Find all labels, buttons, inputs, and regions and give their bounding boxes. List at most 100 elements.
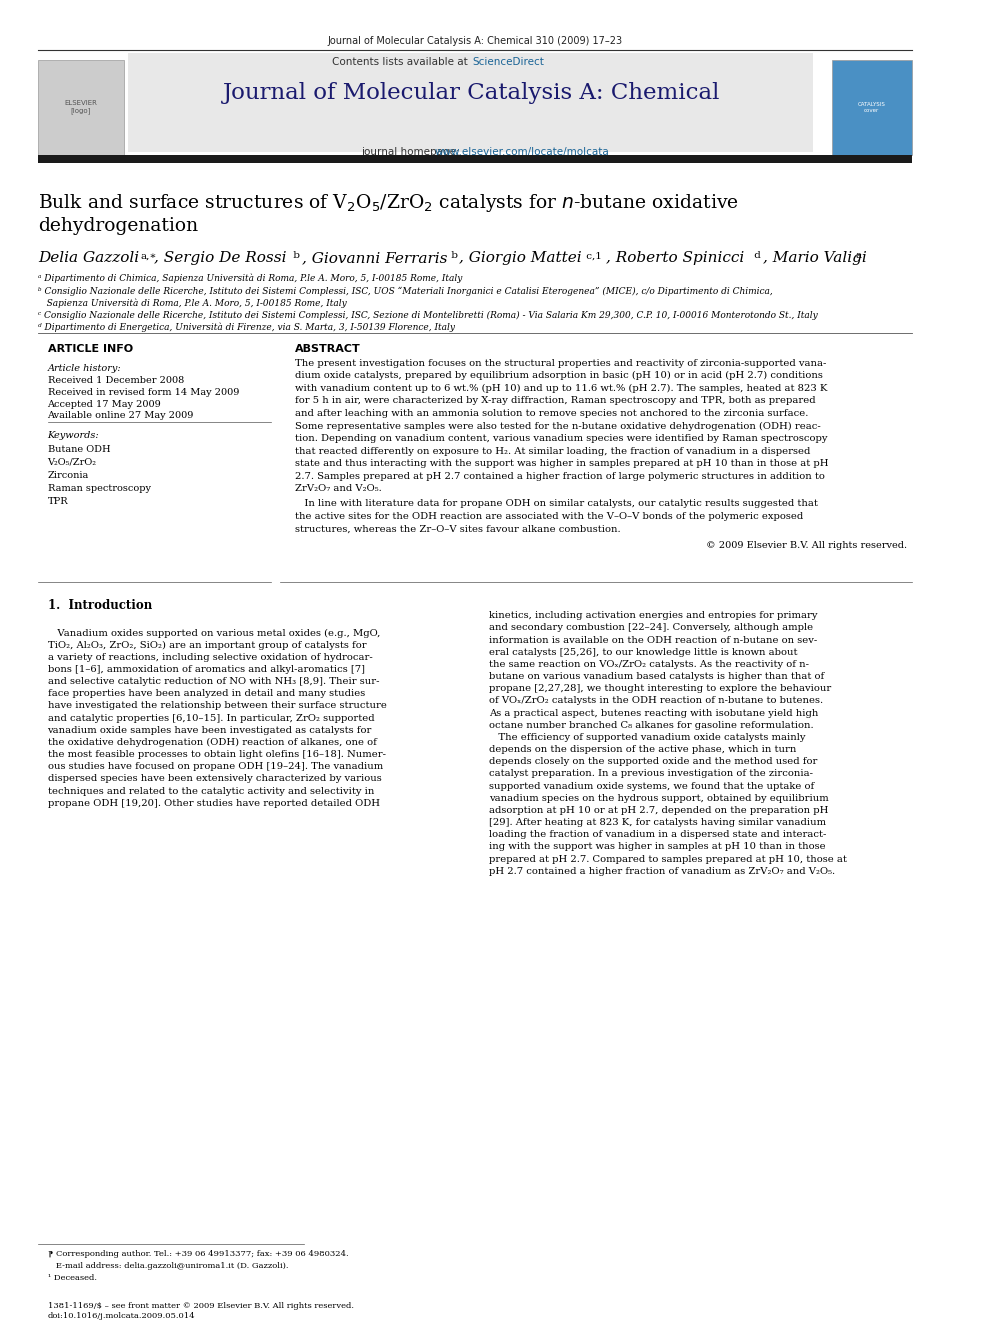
Text: www.elsevier.com/locate/molcata: www.elsevier.com/locate/molcata (434, 147, 609, 157)
Text: TiO₂, Al₂O₃, ZrO₂, SiO₂) are an important group of catalysts for: TiO₂, Al₂O₃, ZrO₂, SiO₂) are an importan… (48, 640, 366, 650)
Text: have investigated the relationship between their surface structure: have investigated the relationship betwe… (48, 701, 387, 710)
Text: dispersed species have been extensively characterized by various: dispersed species have been extensively … (48, 774, 381, 783)
Text: Article history:: Article history: (48, 364, 121, 373)
Text: the oxidative dehydrogenation (ODH) reaction of alkanes, one of: the oxidative dehydrogenation (ODH) reac… (48, 738, 376, 747)
Text: state and thus interacting with the support was higher in samples prepared at pH: state and thus interacting with the supp… (295, 459, 828, 468)
Text: information is available on the ODH reaction of n-butane on sev-: information is available on the ODH reac… (489, 635, 817, 644)
Text: with vanadium content up to 6 wt.% (pH 10) and up to 11.6 wt.% (pH 2.7). The sam: with vanadium content up to 6 wt.% (pH 1… (295, 384, 827, 393)
Text: , Mario Valigi: , Mario Valigi (763, 251, 867, 266)
Text: The present investigation focuses on the structural properties and reactivity of: The present investigation focuses on the… (295, 359, 826, 368)
Text: Journal of Molecular Catalysis A: Chemical: Journal of Molecular Catalysis A: Chemic… (222, 82, 720, 105)
Text: for 5 h in air, were characterized by X-ray diffraction, Raman spectroscopy and : for 5 h in air, were characterized by X-… (295, 396, 815, 405)
Text: loading the fraction of vanadium in a dispersed state and interact-: loading the fraction of vanadium in a di… (489, 831, 826, 839)
Text: Journal of Molecular Catalysis A: Chemical 310 (2009) 17–23: Journal of Molecular Catalysis A: Chemic… (327, 36, 623, 46)
FancyBboxPatch shape (128, 53, 812, 152)
Text: kinetics, including activation energies and entropies for primary: kinetics, including activation energies … (489, 611, 817, 620)
Text: 1381-1169/$ – see front matter © 2009 Elsevier B.V. All rights reserved.: 1381-1169/$ – see front matter © 2009 El… (48, 1302, 353, 1310)
Text: , Roberto Spinicci: , Roberto Spinicci (606, 251, 745, 266)
Text: Zirconia: Zirconia (48, 471, 88, 480)
Text: ᵇ Consiglio Nazionale delle Ricerche, Istituto dei Sistemi Complessi, ISC, UOS “: ᵇ Consiglio Nazionale delle Ricerche, Is… (38, 287, 773, 296)
Text: tion. Depending on vanadium content, various vanadium species were identified by: tion. Depending on vanadium content, var… (295, 434, 827, 443)
FancyBboxPatch shape (38, 60, 124, 155)
Text: Available online 27 May 2009: Available online 27 May 2009 (48, 411, 193, 421)
Text: adsorption at pH 10 or at pH 2.7, depended on the preparation pH: adsorption at pH 10 or at pH 2.7, depend… (489, 806, 828, 815)
FancyBboxPatch shape (831, 60, 913, 155)
Text: ABSTRACT: ABSTRACT (295, 344, 360, 355)
Text: b: b (447, 251, 457, 261)
Text: the same reaction on VOₓ/ZrO₂ catalysts. As the reactivity of n-: the same reaction on VOₓ/ZrO₂ catalysts.… (489, 660, 809, 669)
Text: that reacted differently on exposure to H₂. At similar loading, the fraction of : that reacted differently on exposure to … (295, 446, 809, 455)
Text: CATALYSIS
cover: CATALYSIS cover (857, 102, 886, 112)
Text: b: b (290, 251, 300, 261)
Text: d: d (751, 251, 761, 261)
Text: © 2009 Elsevier B.V. All rights reserved.: © 2009 Elsevier B.V. All rights reserved… (706, 541, 908, 550)
Text: ⁋ Corresponding author. Tel.: +39 06 49913377; fax: +39 06 4980324.: ⁋ Corresponding author. Tel.: +39 06 499… (48, 1250, 348, 1258)
Text: ¹ Deceased.: ¹ Deceased. (48, 1274, 96, 1282)
Text: ScienceDirect: ScienceDirect (472, 57, 545, 67)
Text: a: a (855, 251, 861, 261)
Text: Raman spectroscopy: Raman spectroscopy (48, 484, 151, 493)
Text: ous studies have focused on propane ODH [19–24]. The vanadium: ous studies have focused on propane ODH … (48, 762, 383, 771)
Text: Accepted 17 May 2009: Accepted 17 May 2009 (48, 400, 162, 409)
Text: pH 2.7 contained a higher fraction of vanadium as ZrV₂O₇ and V₂O₅.: pH 2.7 contained a higher fraction of va… (489, 867, 835, 876)
Text: bons [1–6], ammoxidation of aromatics and alkyl-aromatics [7]: bons [1–6], ammoxidation of aromatics an… (48, 665, 364, 673)
Text: Butane ODH: Butane ODH (48, 445, 110, 454)
Text: The efficiency of supported vanadium oxide catalysts mainly: The efficiency of supported vanadium oxi… (489, 733, 806, 742)
Text: Keywords:: Keywords: (48, 431, 99, 441)
Text: V₂O₅/ZrO₂: V₂O₅/ZrO₂ (48, 458, 96, 467)
Text: vanadium species on the hydrous support, obtained by equilibrium: vanadium species on the hydrous support,… (489, 794, 829, 803)
Text: In line with literature data for propane ODH on similar catalysts, our catalytic: In line with literature data for propane… (295, 499, 817, 508)
Text: ᵈ Dipartimento di Energetica, Università di Firenze, via S. Marta, 3, I-50139 Fl: ᵈ Dipartimento di Energetica, Università… (38, 323, 455, 332)
Text: a variety of reactions, including selective oxidation of hydrocar-: a variety of reactions, including select… (48, 652, 372, 662)
Text: the active sites for the ODH reaction are associated with the V–O–V bonds of the: the active sites for the ODH reaction ar… (295, 512, 803, 521)
Text: a,∗: a,∗ (141, 251, 157, 261)
Text: and selective catalytic reduction of NO with NH₃ [8,9]. Their sur-: and selective catalytic reduction of NO … (48, 677, 379, 687)
Text: vanadium oxide samples have been investigated as catalysts for: vanadium oxide samples have been investi… (48, 726, 372, 734)
Text: 1.  Introduction: 1. Introduction (48, 599, 152, 613)
Text: structures, whereas the Zr–O–V sites favour alkane combustion.: structures, whereas the Zr–O–V sites fav… (295, 524, 620, 533)
Text: and catalytic properties [6,10–15]. In particular, ZrO₂ supported: and catalytic properties [6,10–15]. In p… (48, 713, 374, 722)
Text: techniques and related to the catalytic activity and selectivity in: techniques and related to the catalytic … (48, 787, 374, 795)
FancyBboxPatch shape (38, 155, 913, 163)
Text: ᶜ Consiglio Nazionale delle Ricerche, Istituto dei Sistemi Complessi, ISC, Sezio: ᶜ Consiglio Nazionale delle Ricerche, Is… (38, 311, 817, 320)
Text: prepared at pH 2.7. Compared to samples prepared at pH 10, those at: prepared at pH 2.7. Compared to samples … (489, 855, 847, 864)
Text: ELSEVIER
[logo]: ELSEVIER [logo] (64, 101, 97, 114)
Text: Contents lists available at: Contents lists available at (332, 57, 471, 67)
Text: [29]. After heating at 823 K, for catalysts having similar vanadium: [29]. After heating at 823 K, for cataly… (489, 818, 826, 827)
Text: TPR: TPR (48, 497, 68, 507)
Text: octane number branched C₈ alkanes for gasoline reformulation.: octane number branched C₈ alkanes for ga… (489, 721, 814, 730)
Text: dehydrogenation: dehydrogenation (38, 217, 198, 235)
Text: depends closely on the supported oxide and the method used for: depends closely on the supported oxide a… (489, 757, 817, 766)
Text: Some representative samples were also tested for the n-butane oxidative dehydrog: Some representative samples were also te… (295, 421, 820, 430)
Text: Vanadium oxides supported on various metal oxides (e.g., MgO,: Vanadium oxides supported on various met… (48, 628, 380, 638)
Text: ZrV₂O₇ and V₂O₅.: ZrV₂O₇ and V₂O₅. (295, 484, 381, 493)
Text: 2.7. Samples prepared at pH 2.7 contained a higher fraction of large polymeric s: 2.7. Samples prepared at pH 2.7 containe… (295, 471, 824, 480)
Text: ARTICLE INFO: ARTICLE INFO (48, 344, 133, 355)
Text: supported vanadium oxide systems, we found that the uptake of: supported vanadium oxide systems, we fou… (489, 782, 814, 791)
Text: Received in revised form 14 May 2009: Received in revised form 14 May 2009 (48, 388, 239, 397)
Text: Received 1 December 2008: Received 1 December 2008 (48, 376, 184, 385)
Text: doi:10.1016/j.molcata.2009.05.014: doi:10.1016/j.molcata.2009.05.014 (48, 1312, 195, 1320)
Text: ing with the support was higher in samples at pH 10 than in those: ing with the support was higher in sampl… (489, 843, 826, 852)
Text: and after leaching with an ammonia solution to remove species not anchored to th: and after leaching with an ammonia solut… (295, 409, 807, 418)
Text: , Giorgio Mattei: , Giorgio Mattei (459, 251, 581, 266)
Text: of VOₓ/ZrO₂ catalysts in the ODH reaction of n-butane to butenes.: of VOₓ/ZrO₂ catalysts in the ODH reactio… (489, 696, 823, 705)
Text: dium oxide catalysts, prepared by equilibrium adsorption in basic (pH 10) or in : dium oxide catalysts, prepared by equili… (295, 370, 822, 380)
Text: depends on the dispersion of the active phase, which in turn: depends on the dispersion of the active … (489, 745, 797, 754)
Text: journal homepage:: journal homepage: (361, 147, 463, 157)
Text: , Sergio De Rossi: , Sergio De Rossi (154, 251, 287, 266)
Text: the most feasible processes to obtain light olefins [16–18]. Numer-: the most feasible processes to obtain li… (48, 750, 386, 759)
Text: As a practical aspect, butenes reacting with isobutane yield high: As a practical aspect, butenes reacting … (489, 709, 818, 717)
Text: ᵃ Dipartimento di Chimica, Sapienza Università di Roma, P.le A. Moro, 5, I-00185: ᵃ Dipartimento di Chimica, Sapienza Univ… (38, 274, 462, 283)
Text: propane [2,27,28], we thought interesting to explore the behaviour: propane [2,27,28], we thought interestin… (489, 684, 831, 693)
Text: E-mail address: delia.gazzoli@uniroma1.it (D. Gazzoli).: E-mail address: delia.gazzoli@uniroma1.i… (48, 1262, 288, 1270)
Text: propane ODH [19,20]. Other studies have reported detailed ODH: propane ODH [19,20]. Other studies have … (48, 799, 380, 808)
Text: face properties have been analyzed in detail and many studies: face properties have been analyzed in de… (48, 689, 365, 699)
Text: Sapienza Università di Roma, P.le A. Moro, 5, I-00185 Rome, Italy: Sapienza Università di Roma, P.le A. Mor… (38, 299, 347, 308)
Text: and secondary combustion [22–24]. Conversely, although ample: and secondary combustion [22–24]. Conver… (489, 623, 813, 632)
Text: Delia Gazzoli: Delia Gazzoli (38, 251, 139, 266)
Text: , Giovanni Ferraris: , Giovanni Ferraris (303, 251, 447, 266)
Text: butane on various vanadium based catalysts is higher than that of: butane on various vanadium based catalys… (489, 672, 824, 681)
Text: c,1: c,1 (582, 251, 601, 261)
Text: eral catalysts [25,26], to our knowledge little is known about: eral catalysts [25,26], to our knowledge… (489, 648, 798, 656)
